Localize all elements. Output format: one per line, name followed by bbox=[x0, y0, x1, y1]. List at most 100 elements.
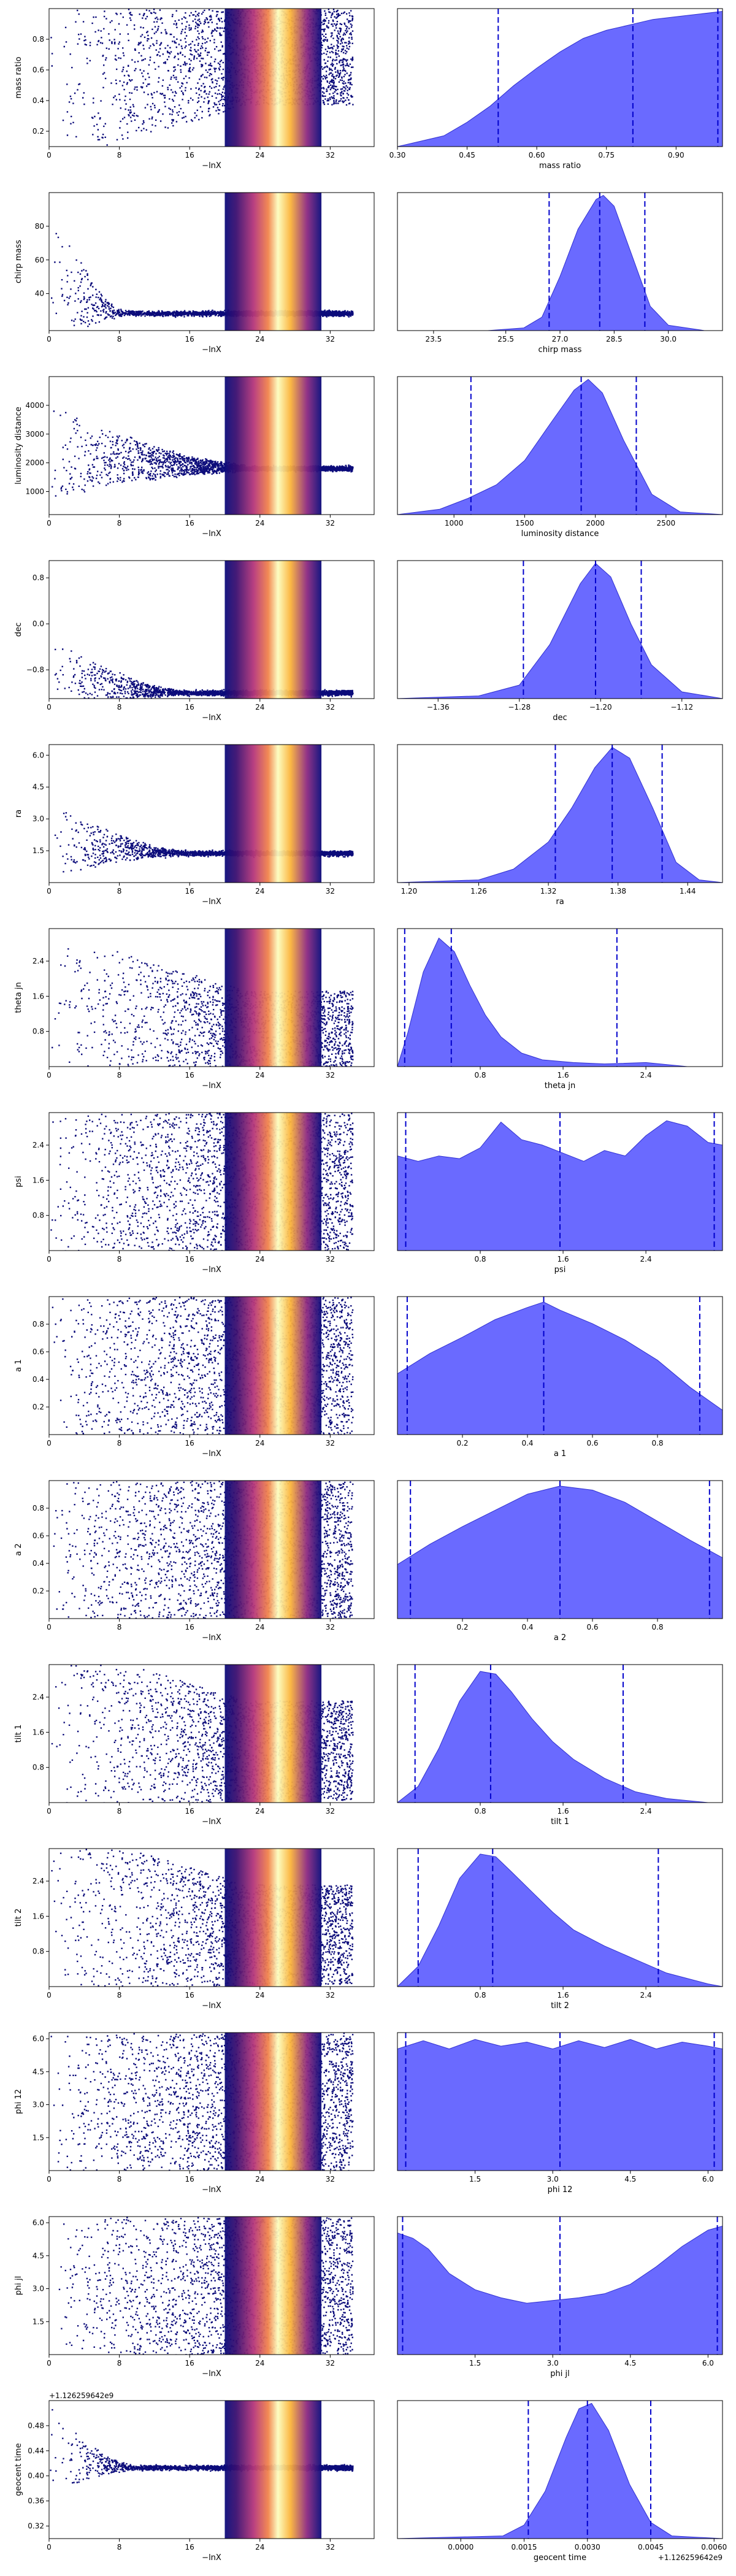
scatter-points-mass-ratio bbox=[50, 9, 354, 147]
scatter-ylabel-chirp-mass: chirp mass bbox=[14, 240, 23, 283]
scatter-ytick-label-psi: 0.8 bbox=[33, 1211, 44, 1220]
marginal-xlabel-theta-jn: theta jn bbox=[545, 1081, 575, 1091]
scatter-panel-dec: 0 8 16 24 32 −lnX −0.8 0.0 0.8 dec bbox=[14, 560, 375, 723]
scatter-xtick-label-theta-jn: 24 bbox=[255, 1071, 264, 1079]
marginal-panel-theta-jn: 0.8 1.6 2.4 theta jn bbox=[397, 928, 723, 1091]
scatter-frame-ra bbox=[48, 744, 375, 883]
marginal-xtick-label-ra: 1.26 bbox=[470, 887, 487, 895]
scatter-xlabel-luminosity-distance: −lnX bbox=[202, 529, 221, 539]
scatter-xlabel-psi: −lnX bbox=[202, 1265, 221, 1275]
marginal-frame-luminosity-distance bbox=[397, 376, 723, 515]
scatter-ytick-label-theta-jn: 1.6 bbox=[33, 992, 44, 1000]
scatter-ytick-label-theta-jn: 2.4 bbox=[33, 957, 44, 965]
weight-band-tilt-1 bbox=[224, 1665, 322, 1803]
weight-band-dec bbox=[224, 561, 322, 699]
scatter-ytick-label-dec: −0.8 bbox=[26, 665, 44, 674]
scatter-xtick-label-theta-jn: 16 bbox=[185, 1071, 194, 1079]
density-curve-mass-ratio bbox=[397, 10, 723, 147]
scatter-samples-mass-ratio bbox=[50, 9, 354, 146]
scatter-xtick-label-ra: 0 bbox=[47, 887, 52, 895]
marginal-xtick-label-ra: 1.38 bbox=[610, 887, 626, 895]
scatter-ytick-label-phi-jl: 1.5 bbox=[33, 2317, 44, 2326]
scatter-xtick-label-luminosity-distance: 24 bbox=[255, 519, 264, 527]
marginal-xtick-label-luminosity-distance: 1000 bbox=[445, 519, 464, 527]
marginal-frame-theta-jn bbox=[397, 928, 723, 1067]
marginal-xtick-label-phi-jl: 4.5 bbox=[624, 2359, 636, 2367]
scatter-panel-ra: 0 8 16 24 32 −lnX 1.5 3.0 4.5 6.0 ra bbox=[14, 744, 375, 907]
scatter-ylabel-phi-12: phi 12 bbox=[14, 2089, 23, 2114]
marginal-xtick-label-tilt-1: 1.6 bbox=[558, 1807, 569, 1815]
density-curve-tilt-1 bbox=[397, 1671, 723, 1803]
scatter-frame-a-2 bbox=[48, 1480, 375, 1619]
scatter-xtick-label-ra: 8 bbox=[117, 887, 122, 895]
scatter-ylabel-theta-jn: theta jn bbox=[14, 982, 23, 1013]
scatter-ytick-label-mass-ratio: 0.4 bbox=[33, 96, 44, 105]
scatter-ylabel-a-1: a 1 bbox=[14, 1359, 23, 1371]
marginal-xtick-label-phi-jl: 6.0 bbox=[702, 2359, 714, 2367]
marginal-frame-phi-jl bbox=[397, 2216, 723, 2355]
scatter-panel-chirp-mass: 0 8 16 24 32 −lnX 40 60 80 chirp mass bbox=[14, 192, 375, 355]
marginal-frame-geocent-time bbox=[397, 2400, 723, 2539]
scatter-xtick-label-luminosity-distance: 8 bbox=[117, 519, 122, 527]
row-dec: 0 8 16 24 32 −lnX −0.8 0.0 0.8 dec −1.36 −1.28 −1.20… bbox=[14, 560, 723, 723]
weight-band-luminosity-distance bbox=[224, 377, 322, 515]
marginal-frame-tilt-1 bbox=[397, 1664, 723, 1803]
scatter-xtick-label-phi-jl: 0 bbox=[47, 2359, 52, 2367]
scatter-ytick-label-phi-12: 4.5 bbox=[33, 2068, 44, 2076]
weight-band-tilt-2 bbox=[224, 1849, 322, 1987]
scatter-ylabel-a-2: a 2 bbox=[14, 1543, 23, 1555]
marginal-xtick-label-a-1: 0.6 bbox=[586, 1439, 598, 1447]
scatter-ytick-label-ra: 4.5 bbox=[33, 783, 44, 791]
density-curve-a-1 bbox=[397, 1301, 723, 1435]
marginal-xtick-label-ra: 1.44 bbox=[680, 887, 696, 895]
scatter-ytick-label-a-1: 0.2 bbox=[33, 1403, 44, 1411]
marginal-xtick-label-phi-12: 6.0 bbox=[702, 2175, 714, 2183]
scatter-xlabel-dec: −lnX bbox=[202, 713, 221, 723]
scatter-xtick-label-dec: 32 bbox=[326, 703, 335, 711]
scatter-ytick-label-ra: 6.0 bbox=[33, 751, 44, 759]
scatter-ylabel-phi-jl: phi jl bbox=[14, 2276, 23, 2295]
marginal-xtick-label-theta-jn: 2.4 bbox=[640, 1071, 652, 1079]
marginal-xtick-label-psi: 1.6 bbox=[558, 1255, 569, 1263]
row-a-1: 0 8 16 24 32 −lnX 0.2 0.4 0.6 0.8 a 1 0.2 0.4 0.6 0.8 a… bbox=[14, 1296, 723, 1459]
scatter-xtick-label-mass-ratio: 0 bbox=[47, 151, 52, 159]
scatter-xtick-label-geocent-time: 32 bbox=[326, 2543, 335, 2551]
scatter-xtick-label-tilt-2: 0 bbox=[47, 1991, 52, 1999]
scatter-xtick-label-a-1: 32 bbox=[326, 1439, 335, 1447]
marginal-panel-mass-ratio: 0.30 0.45 0.60 0.75 0.90 mass ratio bbox=[389, 8, 723, 171]
marginal-panel-a-1: 0.2 0.4 0.6 0.8 a 1 bbox=[397, 1296, 723, 1459]
weight-band-theta-jn bbox=[224, 929, 322, 1067]
marginal-frame-ra bbox=[397, 744, 723, 883]
marginal-frame-tilt-2 bbox=[397, 1848, 723, 1987]
marginal-panel-dec: −1.36 −1.28 −1.20 −1.12 dec bbox=[397, 560, 723, 723]
scatter-ylabel-mass-ratio: mass ratio bbox=[14, 56, 23, 98]
scatter-xtick-label-psi: 0 bbox=[47, 1255, 52, 1263]
scatter-xtick-label-mass-ratio: 8 bbox=[117, 151, 122, 159]
marginal-xtick-label-chirp-mass: 30.0 bbox=[660, 335, 677, 343]
scatter-ylabel-dec: dec bbox=[14, 623, 23, 637]
scatter-xlabel-mass-ratio: −lnX bbox=[202, 161, 221, 171]
marginal-xtick-label-a-2: 0.2 bbox=[456, 1623, 468, 1631]
scatter-samples-tilt-1 bbox=[51, 1665, 354, 1803]
scatter-xtick-label-psi: 24 bbox=[255, 1255, 264, 1263]
row-geocent-time: 0 8 16 24 32 −lnX 0.32 0.36 0.40 0.44 0.48 geocent … bbox=[14, 2391, 727, 2563]
marginal-frame-a-1 bbox=[397, 1296, 723, 1435]
scatter-xtick-label-a-2: 8 bbox=[117, 1623, 122, 1631]
marginal-xlabel-geocent-time: geocent time bbox=[534, 2553, 586, 2563]
scatter-xtick-label-theta-jn: 32 bbox=[326, 1071, 335, 1079]
scatter-xtick-label-a-2: 0 bbox=[47, 1623, 52, 1631]
density-curve-chirp-mass bbox=[397, 194, 723, 331]
marginal-xtick-label-geocent-time: 0.0000 bbox=[448, 2543, 473, 2551]
scatter-ytick-label-geocent-time: 0.36 bbox=[28, 2497, 44, 2505]
marginal-xtick-label-dec: −1.12 bbox=[670, 703, 693, 711]
scatter-frame-chirp-mass bbox=[48, 192, 375, 331]
scatter-xlabel-tilt-1: −lnX bbox=[202, 1817, 221, 1827]
scatter-ytick-label-luminosity-distance: 1000 bbox=[25, 488, 44, 496]
marginal-xtick-label-tilt-1: 0.8 bbox=[474, 1807, 486, 1815]
scatter-frame-dec bbox=[48, 560, 375, 699]
scatter-ytick-label-ra: 3.0 bbox=[33, 815, 44, 823]
scatter-points-phi-jl bbox=[58, 2217, 354, 2355]
weight-band-mass-ratio bbox=[224, 9, 322, 147]
marginal-panel-psi: 0.8 1.6 2.4 psi bbox=[397, 1112, 723, 1275]
